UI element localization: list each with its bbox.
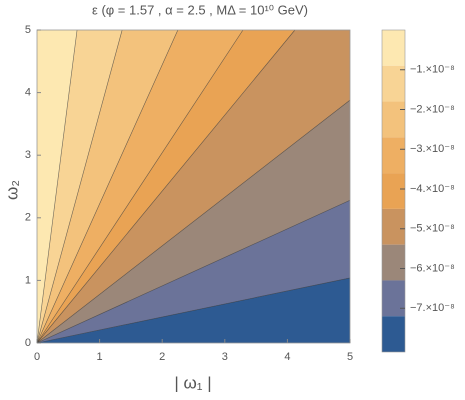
colorbar-tick-label: −1.×10⁻⁸ — [410, 64, 455, 76]
colorbar-band — [382, 30, 405, 66]
y-tick-label: 1 — [25, 274, 31, 286]
colorbar-band — [382, 65, 405, 102]
y-tick-label: 2 — [25, 212, 31, 224]
contour-line — [36, 29, 78, 344]
x-tick-label: 1 — [97, 351, 103, 363]
y-tick-label: 3 — [25, 149, 31, 161]
x-tick-label: 4 — [284, 351, 290, 363]
colorbar-band — [382, 280, 405, 317]
colorbar-tick-label: −3.×10⁻⁸ — [410, 143, 455, 155]
contour-band — [37, 30, 350, 343]
x-tick-label: 0 — [34, 351, 40, 363]
contour-line — [36, 29, 123, 344]
y-tick-label: 4 — [25, 87, 31, 99]
contour-line — [36, 29, 244, 344]
contour-line — [36, 99, 351, 344]
contour-line — [36, 29, 179, 344]
contour-line — [36, 277, 351, 344]
colorbar-tick-label: −6.×10⁻⁸ — [410, 262, 455, 274]
y-axis-label: ω₂ — [2, 180, 21, 200]
plot-frame — [36, 29, 351, 344]
colorbar-band — [382, 173, 405, 209]
colorbar-tick-label: −7.×10⁻⁸ — [410, 302, 455, 314]
contour-line — [36, 29, 296, 344]
x-tick-label: 2 — [159, 351, 165, 363]
colorbar-band — [382, 137, 405, 174]
colorbar-tick-label: −2.×10⁻⁸ — [410, 103, 455, 115]
colorbar-band — [382, 208, 405, 245]
colorbar-frame — [381, 29, 406, 353]
colorbar-tick-label: −4.×10⁻⁸ — [410, 183, 455, 195]
y-tick-label: 0 — [25, 337, 31, 349]
contour-line — [36, 199, 351, 344]
x-tick-label: 5 — [347, 351, 353, 363]
colorbar-band — [382, 244, 405, 281]
colorbar-band — [382, 101, 405, 138]
colorbar-tick-label: −5.×10⁻⁸ — [410, 223, 455, 235]
chart-title: ε (φ = 1.57 , α = 2.5 , MΔ = 10¹⁰ GeV) — [92, 2, 308, 17]
colorbar-band — [382, 316, 405, 352]
x-axis-label: | ω₁ | — [174, 373, 211, 392]
y-tick-label: 5 — [25, 24, 31, 36]
x-tick-label: 3 — [222, 351, 228, 363]
